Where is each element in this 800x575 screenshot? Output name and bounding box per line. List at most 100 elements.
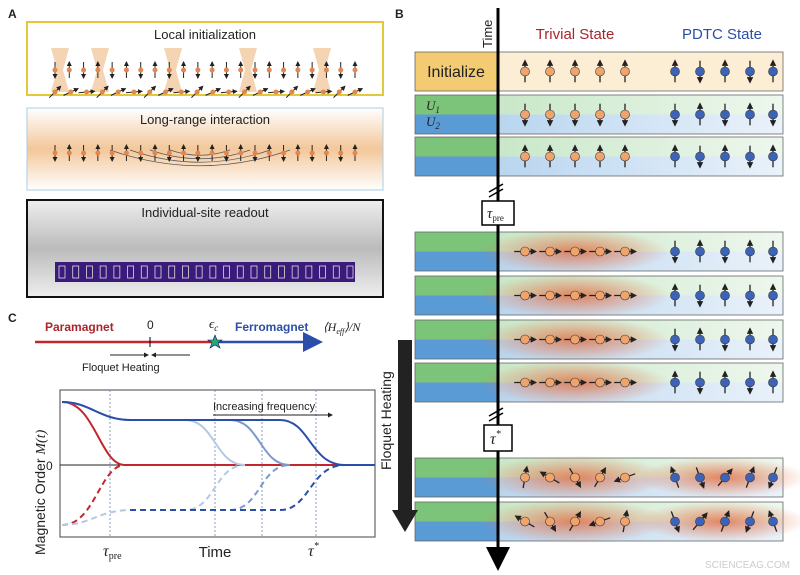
site	[168, 265, 176, 279]
spin	[720, 283, 730, 307]
site	[86, 265, 93, 279]
row-u2	[415, 521, 498, 541]
spin	[720, 328, 730, 352]
spin-ball	[52, 89, 58, 95]
spin-ball	[195, 150, 201, 156]
row-u2	[415, 156, 498, 176]
spin	[158, 88, 174, 96]
row-bg-bottom	[498, 114, 783, 134]
panel-label: A	[8, 7, 17, 21]
spin-ball	[520, 109, 530, 120]
symbol: U	[426, 114, 437, 129]
spin	[745, 284, 755, 308]
site	[182, 265, 189, 279]
symbol: τ	[487, 206, 493, 222]
spin-ball	[545, 109, 555, 120]
spin-ball	[670, 109, 680, 120]
spin	[138, 62, 144, 79]
spin-ball	[95, 150, 101, 156]
row-u2	[415, 339, 498, 359]
spin	[181, 144, 187, 161]
caption: Long-range interaction	[140, 112, 270, 127]
close: ⟩/N	[344, 320, 361, 334]
panel-label: C	[8, 311, 17, 325]
spin	[539, 290, 563, 301]
spin-ball	[695, 334, 705, 345]
spin-ball	[545, 334, 555, 345]
spin-ball	[194, 89, 200, 95]
spin-ball	[266, 150, 272, 156]
spin-ball	[695, 66, 705, 77]
spin	[205, 88, 222, 96]
symbol: τ	[103, 543, 110, 560]
spin	[352, 144, 358, 161]
subscript: 2	[435, 121, 440, 131]
tau-box	[483, 424, 513, 452]
tweezer	[239, 48, 257, 92]
spin-ball	[545, 151, 555, 162]
subscript: eff	[336, 327, 346, 336]
panel-label: B	[395, 7, 404, 21]
row-u2	[415, 114, 498, 134]
spin	[620, 59, 630, 83]
heating-arrow	[392, 340, 418, 532]
spin	[268, 89, 286, 95]
epsilon-c: ϵc	[209, 316, 218, 333]
spin-ball	[323, 67, 329, 73]
site	[291, 265, 299, 279]
spin	[720, 510, 730, 532]
spin	[223, 145, 229, 162]
spin-ball	[670, 66, 680, 77]
spin-ball	[95, 67, 101, 73]
frequency-label: Increasing frequency	[213, 401, 316, 413]
spin	[564, 290, 588, 301]
spin	[110, 88, 127, 96]
paramagnet: Paramagnet	[45, 320, 114, 334]
spin	[620, 144, 630, 168]
spin-ball	[352, 150, 358, 156]
spin-ball	[223, 67, 229, 73]
spin	[143, 85, 157, 99]
spin-ball	[745, 151, 755, 162]
site	[140, 265, 148, 279]
spin-ball	[52, 150, 58, 156]
spin	[695, 60, 705, 84]
site	[209, 265, 217, 279]
spin-ball	[147, 89, 153, 95]
spin-ball	[138, 67, 144, 73]
spin	[195, 145, 201, 162]
spin	[238, 85, 251, 99]
subscript: c	[214, 323, 218, 333]
spin	[63, 88, 79, 96]
spin	[614, 377, 638, 388]
spin	[520, 144, 530, 168]
spin-ball	[768, 377, 778, 388]
site	[250, 265, 258, 279]
spin-ball	[152, 67, 158, 73]
zero: 0	[147, 318, 154, 332]
spin-ball	[352, 89, 358, 95]
spin	[514, 515, 535, 528]
site	[278, 265, 285, 279]
spin-ball	[695, 290, 705, 301]
spin-ball	[520, 290, 530, 301]
spin-ball	[695, 516, 705, 527]
spin	[252, 145, 258, 162]
spin-ball	[138, 150, 144, 156]
site	[236, 265, 244, 279]
pdtc-heading: PDTC State	[682, 26, 762, 43]
spin	[544, 511, 557, 532]
spin	[670, 466, 680, 488]
spin-ball	[570, 109, 580, 120]
spin	[745, 466, 755, 488]
spin	[266, 144, 272, 161]
tau-star: τ*	[490, 429, 501, 448]
spin	[514, 290, 538, 301]
spin	[570, 103, 580, 127]
spin-ball	[768, 334, 778, 345]
spin-ball	[720, 516, 730, 527]
site	[195, 265, 203, 279]
spin-ball	[209, 67, 215, 73]
spin	[209, 144, 215, 161]
spin	[238, 144, 244, 161]
